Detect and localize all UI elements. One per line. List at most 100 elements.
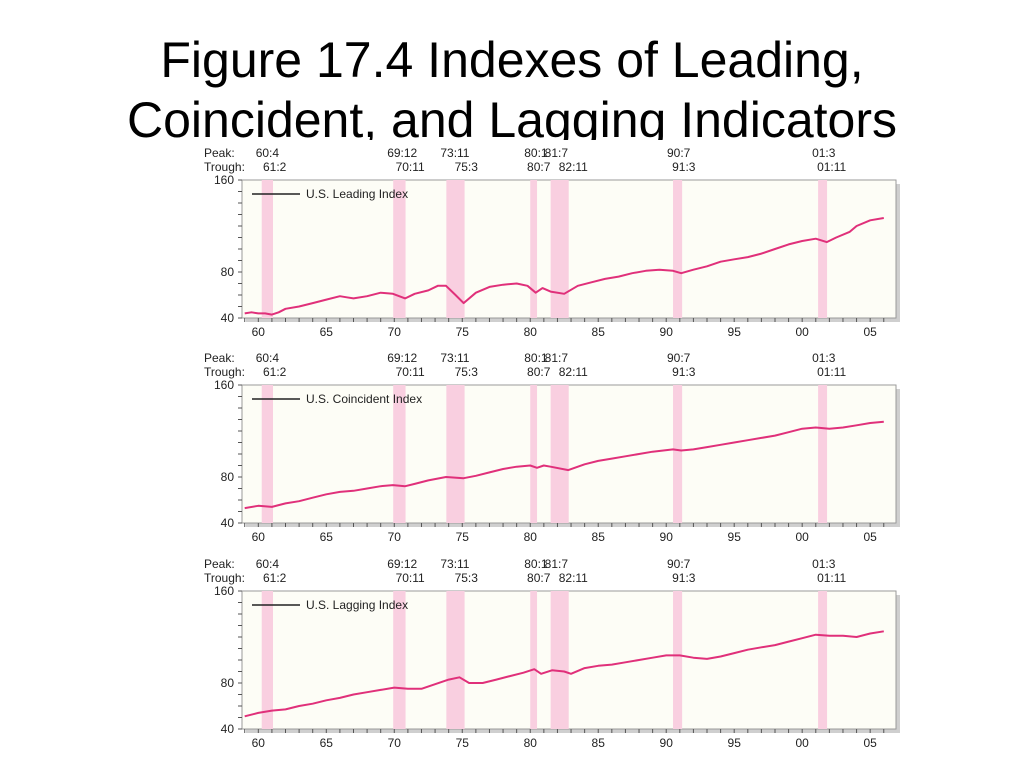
recession-band xyxy=(446,591,465,729)
recession-band xyxy=(673,385,683,523)
x-tick-label: 80 xyxy=(524,736,538,750)
x-tick-label: 00 xyxy=(796,325,810,339)
cycle-dates: Peak: Trough: 60:4 69:12 73:11 80:1 81:7 90:7 01… xyxy=(200,345,904,385)
peak-date: 90:7 xyxy=(667,146,691,160)
peak-date: 69:12 xyxy=(387,557,418,571)
peak-date: 01:3 xyxy=(812,146,836,160)
trough-date: 01:11 xyxy=(817,160,847,174)
x-tick-label: 75 xyxy=(456,325,470,339)
trough-date: 80:7 xyxy=(527,160,551,174)
indicator-figure: Peak: Trough: 60:4 69:12 73:11 80:1 81:7 90:7 01… xyxy=(200,140,904,752)
trough-date: 91:3 xyxy=(672,365,696,379)
x-tick-label: 90 xyxy=(660,325,674,339)
cycle-dates: Peak: Trough: 60:4 69:12 73:11 80:1 81:7 90:7 01… xyxy=(200,551,904,591)
trough-date: 01:11 xyxy=(817,365,847,379)
y-tick-label: 40 xyxy=(221,722,235,736)
y-tick-label: 80 xyxy=(221,470,235,484)
recession-band xyxy=(818,180,828,318)
slide-title: Figure 17.4 Indexes of Leading, Coincide… xyxy=(127,32,897,148)
trough-label: Trough: xyxy=(204,571,245,585)
x-tick-label: 70 xyxy=(388,530,402,544)
y-tick-label: 80 xyxy=(221,676,235,690)
recession-band xyxy=(818,385,828,523)
trough-date: 91:3 xyxy=(672,160,696,174)
recession-band xyxy=(261,591,274,729)
recession-band xyxy=(446,385,465,523)
y-tick-label: 160 xyxy=(214,173,234,187)
y-tick-label: 40 xyxy=(221,311,235,325)
plot-area xyxy=(241,590,897,730)
coincident-index-panel: Peak: Trough: 60:4 69:12 73:11 80:1 81:7 90:7 01… xyxy=(200,345,904,551)
series-line xyxy=(244,217,884,316)
x-tick-label: 65 xyxy=(320,736,334,750)
peak-date: 80:1 xyxy=(524,557,548,571)
x-tick-label: 85 xyxy=(592,736,606,750)
recession-band xyxy=(818,591,828,729)
recession-band xyxy=(446,180,465,318)
x-tick-label: 05 xyxy=(863,325,877,339)
x-tick-label: 60 xyxy=(252,736,266,750)
trough-date: 61:2 xyxy=(263,365,287,379)
trough-date: 75:3 xyxy=(454,571,478,585)
peak-date: 69:12 xyxy=(387,351,418,365)
x-tick-label: 05 xyxy=(863,530,877,544)
peak-label: Peak: xyxy=(204,557,235,571)
recession-band xyxy=(393,591,406,729)
x-tick-label: 05 xyxy=(863,736,877,750)
recession-band xyxy=(393,385,406,523)
peak-date: 73:11 xyxy=(440,351,470,365)
plot-area xyxy=(241,179,897,319)
leading-index-panel: Peak: Trough: 60:4 69:12 73:11 80:1 81:7 90:7 01… xyxy=(200,140,904,346)
trough-date: 70:11 xyxy=(395,365,425,379)
trough-date: 91:3 xyxy=(672,571,696,585)
trough-date: 82:11 xyxy=(558,571,588,585)
recession-band xyxy=(530,180,538,318)
x-tick-label: 95 xyxy=(728,325,742,339)
peak-date: 80:1 xyxy=(524,146,548,160)
x-tick-label: 70 xyxy=(388,736,402,750)
line-chart: 40 80 160 60 65 70 75 80 85 90 95 00 05 U.S. Lagging … xyxy=(214,584,900,750)
peak-date: 01:3 xyxy=(812,557,836,571)
peak-date: 81:7 xyxy=(544,146,568,160)
trough-date: 75:3 xyxy=(454,365,478,379)
x-tick-label: 80 xyxy=(524,325,538,339)
recession-band xyxy=(530,385,538,523)
lagging-index-panel: Peak: Trough: 60:4 69:12 73:11 80:1 81:7 90:7 01… xyxy=(200,551,904,757)
peak-date: 60:4 xyxy=(255,351,280,365)
recession-band xyxy=(530,591,538,729)
x-tick-label: 75 xyxy=(456,530,470,544)
peak-date: 69:12 xyxy=(387,146,418,160)
recession-band xyxy=(673,180,683,318)
peak-date: 73:11 xyxy=(440,557,470,571)
series-line xyxy=(244,630,884,718)
y-tick-label: 40 xyxy=(221,516,235,530)
recession-band xyxy=(550,591,569,729)
legend-label: U.S. Lagging Index xyxy=(306,598,408,612)
peak-date: 90:7 xyxy=(667,351,691,365)
recession-band xyxy=(550,180,569,318)
x-tick-label: 95 xyxy=(728,530,742,544)
series-line xyxy=(244,420,884,510)
x-tick-label: 65 xyxy=(320,325,334,339)
x-tick-label: 70 xyxy=(388,325,402,339)
recession-band xyxy=(261,180,274,318)
cycle-dates: Peak: Trough: 60:4 69:12 73:11 80:1 81:7 90:7 01… xyxy=(200,140,904,180)
peak-label: Peak: xyxy=(204,146,235,160)
trough-date: 61:2 xyxy=(263,160,287,174)
recession-band xyxy=(393,180,406,318)
trough-date: 80:7 xyxy=(527,571,551,585)
x-tick-label: 60 xyxy=(252,325,266,339)
y-tick-label: 80 xyxy=(221,265,235,279)
peak-date: 60:4 xyxy=(255,146,280,160)
x-tick-label: 60 xyxy=(252,530,266,544)
trough-date: 80:7 xyxy=(527,365,551,379)
trough-date: 82:11 xyxy=(558,365,588,379)
recession-band xyxy=(550,385,569,523)
peak-date: 90:7 xyxy=(667,557,691,571)
peak-date: 80:1 xyxy=(524,351,548,365)
x-tick-label: 00 xyxy=(796,736,810,750)
trough-date: 01:11 xyxy=(817,571,847,585)
peak-date: 81:7 xyxy=(544,557,568,571)
trough-date: 61:2 xyxy=(263,571,287,585)
line-chart: 40 80 160 60 65 70 75 80 85 90 95 00 05 U.S. Leading … xyxy=(214,173,900,339)
